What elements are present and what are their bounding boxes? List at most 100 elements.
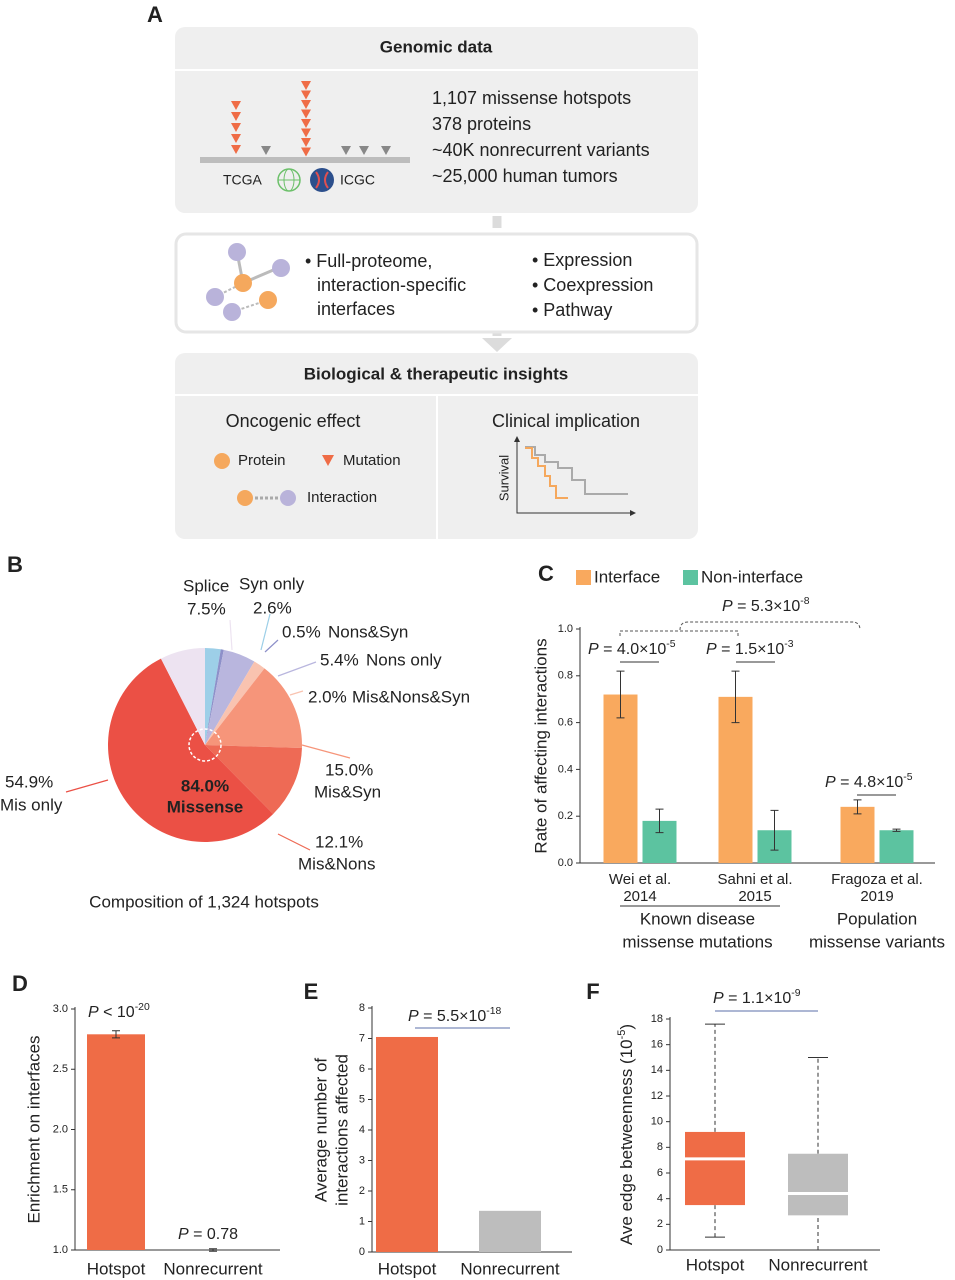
y-axis-label: Average number of bbox=[311, 1058, 330, 1203]
legend-swatch bbox=[683, 570, 698, 585]
leader-line bbox=[277, 661, 317, 677]
x-tick-label: Nonrecurrent bbox=[163, 1259, 262, 1278]
slice-value: 12.1% bbox=[315, 832, 363, 851]
center-label: Missense bbox=[167, 797, 244, 816]
error-bar bbox=[209, 1248, 217, 1252]
triangle bbox=[301, 100, 311, 109]
annotation-text: = 1.1×10 bbox=[724, 990, 792, 1007]
y-tick-label: 1 bbox=[359, 1215, 365, 1227]
y-tick-label: 16 bbox=[651, 1039, 663, 1051]
group-label: Population bbox=[837, 909, 917, 928]
legend-label: Non-interface bbox=[701, 567, 803, 586]
y-tick-label: 2.5 bbox=[53, 1063, 68, 1075]
survival-label: Survival bbox=[496, 455, 511, 501]
bar bbox=[376, 1036, 438, 1252]
network-icon bbox=[206, 243, 290, 321]
y-tick-label: 3.0 bbox=[53, 1003, 68, 1015]
leader-line bbox=[260, 613, 271, 651]
source-label: TCGA bbox=[223, 172, 263, 188]
y-tick-label: 18 bbox=[651, 1013, 663, 1025]
oncogenic-title: Oncogenic effect bbox=[226, 411, 361, 431]
node bbox=[259, 291, 277, 309]
annotation-text: < 10 bbox=[99, 1004, 135, 1021]
pie-slice bbox=[205, 661, 265, 745]
survival-icon: Survival bbox=[496, 436, 636, 516]
x-tick-label: Sahni et al. bbox=[717, 871, 792, 888]
triangle bbox=[231, 134, 241, 143]
triangle bbox=[301, 147, 311, 157]
bar bbox=[87, 1034, 145, 1250]
p-value: P < 10-20 bbox=[88, 1002, 150, 1021]
x-tick-label: Fragoza et al. bbox=[831, 871, 923, 888]
bar bbox=[479, 1210, 541, 1252]
y-axis-label: interactions affected bbox=[332, 1054, 351, 1206]
x-tick-label: Nonrecurrent bbox=[768, 1255, 867, 1274]
slice-label: Nons only bbox=[366, 650, 442, 669]
slice-label: Splice bbox=[183, 576, 229, 595]
y-tick-label: 2.0 bbox=[53, 1123, 68, 1135]
error-bar bbox=[655, 808, 664, 834]
mutation-markers bbox=[231, 81, 391, 157]
y-tick-label: 1.0 bbox=[53, 1244, 68, 1256]
annotation-text: = 5.5×10 bbox=[419, 1008, 487, 1025]
feature-box bbox=[174, 232, 699, 334]
p-value: P = 4.8×10-5 bbox=[825, 772, 913, 791]
triangle bbox=[301, 90, 311, 100]
p-symbol: P bbox=[88, 1004, 99, 1021]
box bbox=[788, 1153, 848, 1216]
triangle bbox=[231, 123, 241, 132]
feature: interaction-specific bbox=[317, 275, 466, 295]
clinical-title: Clinical implication bbox=[492, 411, 640, 431]
y-tick-label: 5 bbox=[359, 1093, 365, 1105]
source-label: ICGC bbox=[340, 172, 375, 188]
x-tick-label: 2014 bbox=[623, 888, 656, 905]
p-value: P = 5.3×10-8 bbox=[722, 596, 810, 615]
icgc-logo bbox=[315, 171, 329, 189]
legend-label: Protein bbox=[238, 452, 286, 469]
superscript: -9 bbox=[791, 988, 800, 999]
pie-slice bbox=[205, 668, 302, 749]
y-tick-label: 4 bbox=[359, 1124, 365, 1136]
y-tick-label: 0.4 bbox=[558, 763, 573, 775]
genomic-title: Genomic data bbox=[380, 37, 493, 56]
y-tick-label: 2 bbox=[657, 1218, 663, 1230]
y-tick-label: 1.5 bbox=[53, 1184, 68, 1196]
y-tick-label: 0.0 bbox=[558, 857, 573, 869]
annotation-text: = 1.5×10 bbox=[717, 641, 785, 658]
p-value: P = 1.5×10-3 bbox=[706, 639, 794, 658]
annotation-text: = 0.78 bbox=[189, 1226, 238, 1243]
caption: Composition of 1,324 hotspots bbox=[89, 892, 319, 911]
flow-arrowhead bbox=[482, 338, 512, 352]
group-label: missense variants bbox=[809, 932, 945, 951]
genomic-box bbox=[175, 27, 698, 213]
p-symbol: P bbox=[706, 641, 717, 658]
slice-value: 7.5% bbox=[187, 599, 226, 618]
y-tick-label: 10 bbox=[651, 1116, 663, 1128]
x-tick-label: Wei et al. bbox=[609, 871, 671, 888]
leader-line bbox=[277, 833, 311, 851]
panel-label: B bbox=[7, 552, 23, 577]
axes bbox=[516, 440, 632, 514]
y-axis-label: Ave edge betweenness (10-5) bbox=[616, 1024, 637, 1245]
error-bar bbox=[770, 809, 779, 851]
y-axis-label: Rate of affecting interactions bbox=[531, 638, 550, 853]
stat: 1,107 missense hotspots bbox=[432, 88, 631, 108]
superscript: -20 bbox=[135, 1002, 150, 1013]
legend-interaction bbox=[280, 490, 296, 506]
p-symbol: P bbox=[178, 1226, 189, 1243]
error-bar bbox=[112, 1030, 120, 1039]
leader-line bbox=[229, 619, 233, 651]
feature: • Pathway bbox=[532, 300, 612, 320]
bar bbox=[603, 694, 638, 863]
curve bbox=[525, 447, 568, 499]
box bbox=[685, 1131, 745, 1206]
y-tick-label: 6 bbox=[657, 1167, 663, 1179]
legend-label: Interaction bbox=[307, 489, 377, 506]
legend-interaction bbox=[237, 490, 253, 506]
feature: • Expression bbox=[532, 250, 632, 270]
triangle bbox=[381, 146, 391, 155]
slice-label: Syn only bbox=[239, 574, 305, 593]
error-bar bbox=[853, 799, 862, 815]
y-tick-label: 8 bbox=[359, 1002, 365, 1014]
